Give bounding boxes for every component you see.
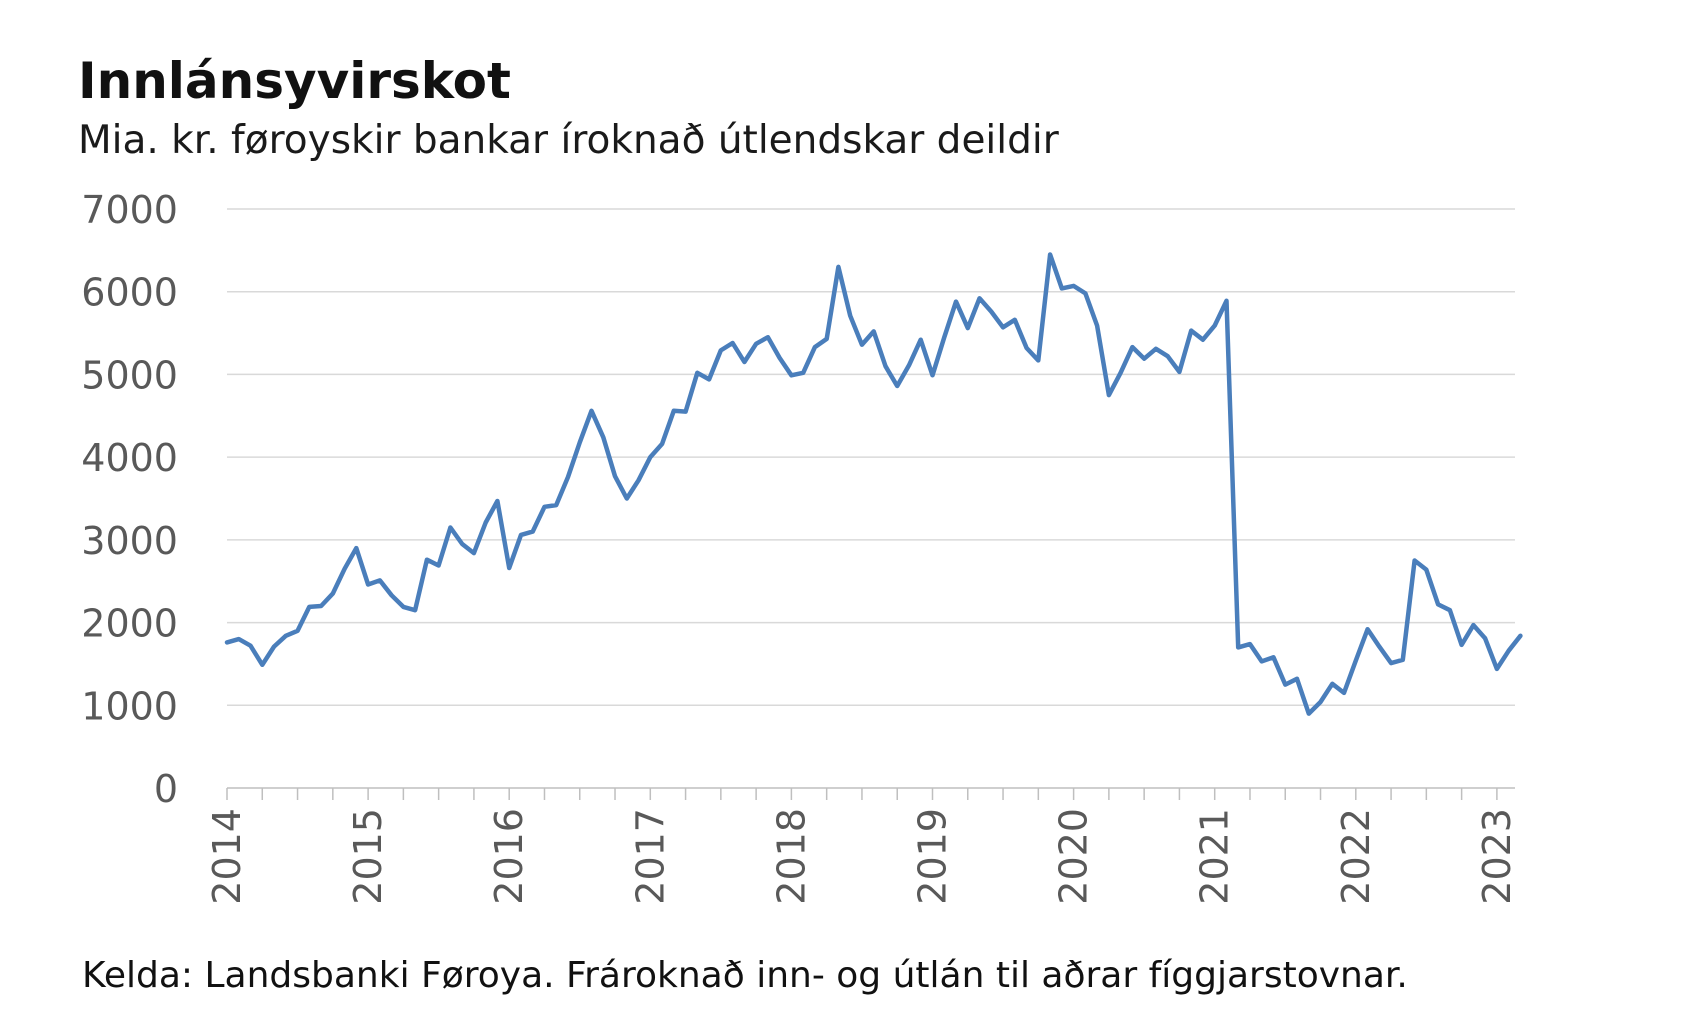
y-tick-label: 0 xyxy=(154,767,178,811)
series-line-0 xyxy=(224,252,1523,716)
x-axis: 2014 2015 2016 2017 2018 2019 2020 2021 2022 2023 xyxy=(205,787,1519,905)
x-tick-label: 2014 xyxy=(205,808,249,905)
y-tick-label: 3000 xyxy=(81,519,178,563)
chart-subtitle: Mia. kr. føroyskir bankar íroknað útlend… xyxy=(78,118,1059,163)
series-group xyxy=(224,252,1523,716)
y-tick-label: 1000 xyxy=(81,684,178,728)
y-tick-label: 5000 xyxy=(81,353,178,397)
y-axis: 0 1000 2000 3000 4000 5000 6000 7000 xyxy=(81,188,178,811)
y-tick-label: 6000 xyxy=(81,271,178,315)
x-tick-label: 2020 xyxy=(1052,808,1096,905)
x-tick-label: 2022 xyxy=(1334,808,1378,905)
x-tick-label: 2021 xyxy=(1193,808,1237,905)
x-tick-label: 2015 xyxy=(346,808,390,905)
x-tick-label: 2018 xyxy=(769,808,813,905)
x-tick-label: 2019 xyxy=(911,808,955,905)
gridlines xyxy=(227,208,1515,707)
x-tick-label: 2023 xyxy=(1475,808,1519,905)
source-note: Kelda: Landsbanki Føroya. Frároknað inn-… xyxy=(82,955,1408,996)
y-tick-label: 2000 xyxy=(81,602,178,646)
y-tick-label: 7000 xyxy=(81,188,178,232)
x-tick-label: 2017 xyxy=(628,808,672,905)
x-tick-label: 2016 xyxy=(487,808,531,905)
chart-title: Innlánsyvirskot xyxy=(78,52,511,110)
y-tick-label: 4000 xyxy=(81,436,178,480)
